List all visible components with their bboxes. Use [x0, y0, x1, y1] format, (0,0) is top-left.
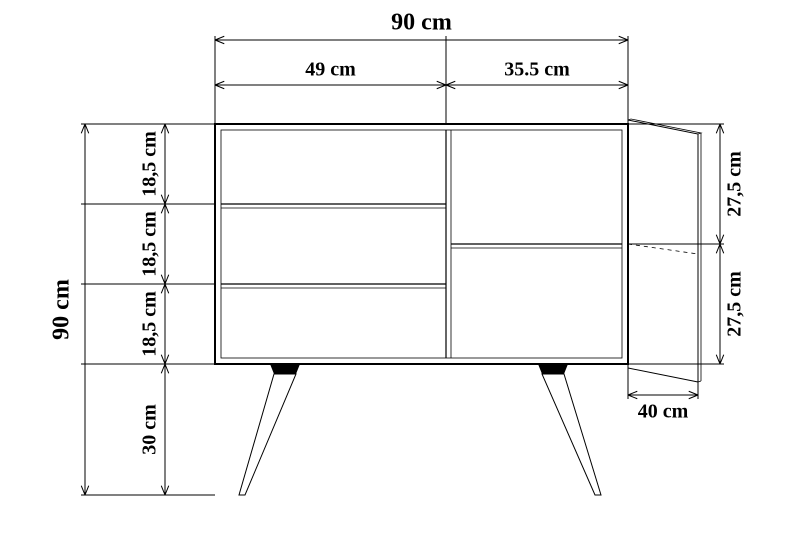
dim-top-overall: 90 cm	[391, 10, 452, 36]
cabinet-body	[215, 124, 628, 364]
dim-left-shelf-1: 18,5 cm	[139, 131, 161, 197]
dim-door-depth: 40 cm	[638, 401, 689, 423]
dim-left-overall: 90 cm	[49, 279, 75, 340]
dim-left-shelf-3: 18,5 cm	[139, 291, 161, 357]
dim-right-lower: 27,5 cm	[724, 271, 746, 337]
dim-right-upper: 27,5 cm	[724, 151, 746, 217]
dim-left-legs: 30 cm	[139, 404, 161, 455]
dim-top-right: 35.5 cm	[504, 59, 570, 81]
cabinet-door-open	[628, 119, 701, 382]
dim-left-shelf-2: 18,5 cm	[139, 211, 161, 277]
dim-top-left: 49 cm	[305, 59, 356, 81]
